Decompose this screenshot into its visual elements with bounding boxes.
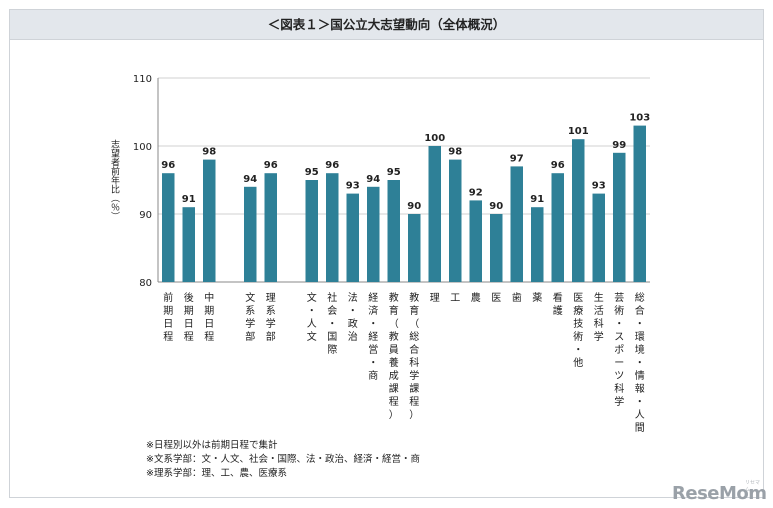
footnote-3: ※理系学部：理、工、農、医療系 [146,468,287,479]
x-tick-label: 医療技術・他 [573,292,583,369]
bar [264,173,277,282]
bar [408,214,421,282]
data-label: 99 [612,140,626,151]
data-label: 101 [568,126,589,137]
bar [592,193,605,282]
bar [469,200,482,282]
data-label: 94 [366,174,380,185]
x-tick-label: 教育（総合科学課程） [409,291,419,421]
data-label: 90 [489,201,503,212]
x-tick-label: 中期日程 [204,291,214,343]
x-tick-label: 歯 [512,291,522,304]
bar [182,207,195,282]
data-label: 96 [551,160,565,171]
x-tick-label: 教育（教員養成課程） [389,291,399,421]
bar [613,152,626,282]
data-label: 96 [161,160,175,171]
x-tick-label: 文系学部 [245,291,255,343]
x-tick-label: 後期日程 [184,291,194,343]
y-axis-title: 志望者前年比（％） [109,138,120,220]
bar-chart: 80 90 100 110 志望者前年比（％） 96 前期日程 91 後期日程 98 中期日程 94 文… [109,74,650,434]
x-tick-label: 前期日程 [163,291,173,343]
x-tick-label: 理系学部 [266,292,276,343]
data-label: 90 [407,201,421,212]
bar [244,186,257,282]
x-tick-label: 工 [450,293,460,304]
data-label: 103 [629,113,650,124]
y-tick-label: 90 [139,210,152,221]
bar [346,193,359,282]
data-label: 98 [202,147,216,158]
footnotes: ※日程別以外は前期日程で集計 ※文系学部：文・人文、社会・国際、法・政治、経済・… [146,439,420,481]
data-label: 94 [243,174,257,185]
data-label: 100 [424,133,445,144]
data-label: 93 [592,181,606,192]
y-tick-label: 80 [139,278,152,289]
x-tick-label: 法・政治 [348,291,358,343]
x-tick-label: 生活科学 [594,291,604,343]
x-tick-label: 医 [491,292,501,304]
data-label: 95 [387,167,401,178]
x-tick-label: 看護 [553,291,563,317]
chart-title: ＜図表１＞国公立大志望動向（全体概況） [10,10,763,40]
x-tick-label: 農 [471,291,481,304]
bar [367,186,380,282]
data-label: 98 [448,147,462,158]
data-label: 95 [305,167,319,178]
chart-frame: ＜図表１＞国公立大志望動向（全体概況） 80 90 100 110 志望者前年比（％） 9… [9,9,767,504]
bar [203,159,216,282]
bar [162,173,175,282]
bar [510,166,523,282]
data-label: 97 [510,153,524,164]
bar [305,180,318,282]
footnote-2: ※文系学部：文・人文、社会・国際、法・政治、経済・経営・商 [146,454,420,465]
bar [531,207,544,282]
data-label: 96 [264,160,278,171]
data-label: 93 [346,181,360,192]
bar [572,139,585,282]
data-label: 91 [182,194,196,205]
x-tick-label: 芸術・スポーツ科学 [614,291,624,408]
x-tick-label: 総合・環境・情報・人間 [635,291,645,434]
bar [326,173,339,282]
resemom-logo: ReseMom [672,483,767,504]
bar [633,125,646,282]
x-tick-label: 理 [430,292,440,304]
x-tick-label: 薬 [532,292,542,304]
data-label: 96 [325,160,339,171]
bar [551,173,564,282]
resemom-logo-sub: リセマム [745,480,761,493]
bar [490,214,503,282]
y-tick-label: 110 [133,74,152,85]
data-label: 92 [469,187,483,198]
x-tick-label: 経済・経営・商 [368,291,378,382]
bar [428,146,441,282]
x-tick-label: 社会・国際 [327,291,337,356]
x-tick-label: 文・人文 [307,291,317,343]
y-tick-label: 100 [133,142,152,153]
data-label: 91 [530,194,544,205]
footnote-1: ※日程別以外は前期日程で集計 [146,440,278,451]
bar [449,159,462,282]
bar [387,180,400,282]
